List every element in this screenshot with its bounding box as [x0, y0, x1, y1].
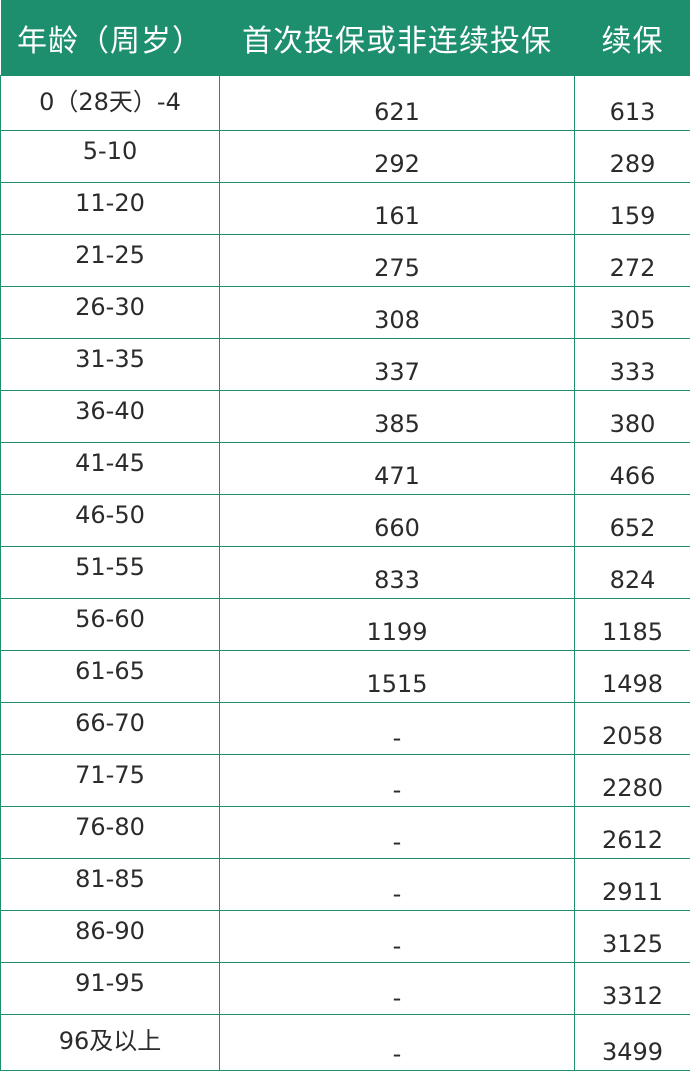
cell-first-insure: - [219, 1014, 575, 1071]
table-row: 96及以上 - 3499 [0, 1014, 690, 1071]
cell-age: 5-10 [0, 130, 220, 183]
cell-age: 21-25 [0, 234, 220, 287]
table-row: 81-85 - 2911 [0, 858, 690, 911]
cell-age: 96及以上 [0, 1014, 220, 1071]
cell-age: 56-60 [0, 598, 220, 651]
cell-renewal: 333 [574, 338, 690, 391]
cell-renewal: 380 [574, 390, 690, 443]
cell-age: 76-80 [0, 806, 220, 859]
cell-first-insure: 471 [219, 442, 575, 495]
table-row: 61-65 1515 1498 [0, 650, 690, 703]
cell-age: 31-35 [0, 338, 220, 391]
cell-age: 61-65 [0, 650, 220, 703]
table-header: 年龄（周岁） 首次投保或非连续投保 续保 [0, 0, 690, 76]
cell-first-insure: - [219, 858, 575, 911]
cell-age: 11-20 [0, 182, 220, 235]
cell-renewal: 3499 [574, 1014, 690, 1071]
table-row: 91-95 - 3312 [0, 962, 690, 1015]
cell-renewal: 289 [574, 130, 690, 183]
cell-renewal: 466 [574, 442, 690, 495]
cell-first-insure: 621 [219, 75, 575, 131]
cell-renewal: 1185 [574, 598, 690, 651]
table-row: 66-70 - 2058 [0, 702, 690, 755]
cell-age: 46-50 [0, 494, 220, 547]
cell-renewal: 652 [574, 494, 690, 547]
cell-first-insure: 308 [219, 286, 575, 339]
cell-age: 0（28天）-4 [0, 75, 220, 131]
cell-first-insure: 660 [219, 494, 575, 547]
cell-age: 81-85 [0, 858, 220, 911]
table-row: 31-35 337 333 [0, 338, 690, 391]
table-row: 51-55 833 824 [0, 546, 690, 599]
cell-first-insure: 161 [219, 182, 575, 235]
cell-renewal: 2280 [574, 754, 690, 807]
cell-first-insure: - [219, 962, 575, 1015]
cell-age: 26-30 [0, 286, 220, 339]
cell-first-insure: 1515 [219, 650, 575, 703]
header-renewal: 续保 [574, 0, 690, 76]
table-row: 36-40 385 380 [0, 390, 690, 443]
header-row: 年龄（周岁） 首次投保或非连续投保 续保 [0, 0, 690, 76]
cell-renewal: 3125 [574, 910, 690, 963]
cell-first-insure: 385 [219, 390, 575, 443]
table-row: 56-60 1199 1185 [0, 598, 690, 651]
cell-age: 86-90 [0, 910, 220, 963]
cell-first-insure: 833 [219, 546, 575, 599]
table-row: 21-25 275 272 [0, 234, 690, 287]
cell-renewal: 824 [574, 546, 690, 599]
cell-renewal: 159 [574, 182, 690, 235]
cell-renewal: 613 [574, 75, 690, 131]
table-row: 41-45 471 466 [0, 442, 690, 495]
cell-first-insure: - [219, 702, 575, 755]
cell-first-insure: - [219, 910, 575, 963]
cell-renewal: 2911 [574, 858, 690, 911]
cell-renewal: 1498 [574, 650, 690, 703]
cell-age: 71-75 [0, 754, 220, 807]
cell-age: 91-95 [0, 962, 220, 1015]
cell-first-insure: - [219, 806, 575, 859]
cell-age: 41-45 [0, 442, 220, 495]
table-row: 0（28天）-4 621 613 [0, 75, 690, 131]
cell-first-insure: 275 [219, 234, 575, 287]
table-row: 76-80 - 2612 [0, 806, 690, 859]
cell-renewal: 2612 [574, 806, 690, 859]
cell-first-insure: - [219, 754, 575, 807]
cell-age: 51-55 [0, 546, 220, 599]
table-row: 46-50 660 652 [0, 494, 690, 547]
table-body: 0（28天）-4 621 613 5-10 292 289 11-20 161 … [0, 75, 690, 1071]
table-row: 71-75 - 2280 [0, 754, 690, 807]
cell-first-insure: 337 [219, 338, 575, 391]
table-row: 5-10 292 289 [0, 130, 690, 183]
cell-renewal: 2058 [574, 702, 690, 755]
header-age: 年龄（周岁） [0, 0, 220, 76]
cell-renewal: 305 [574, 286, 690, 339]
cell-renewal: 272 [574, 234, 690, 287]
table-row: 86-90 - 3125 [0, 910, 690, 963]
cell-first-insure: 292 [219, 130, 575, 183]
table-row: 11-20 161 159 [0, 182, 690, 235]
cell-age: 66-70 [0, 702, 220, 755]
header-first-insure: 首次投保或非连续投保 [219, 0, 575, 76]
cell-first-insure: 1199 [219, 598, 575, 651]
cell-renewal: 3312 [574, 962, 690, 1015]
cell-age: 36-40 [0, 390, 220, 443]
table-row: 26-30 308 305 [0, 286, 690, 339]
